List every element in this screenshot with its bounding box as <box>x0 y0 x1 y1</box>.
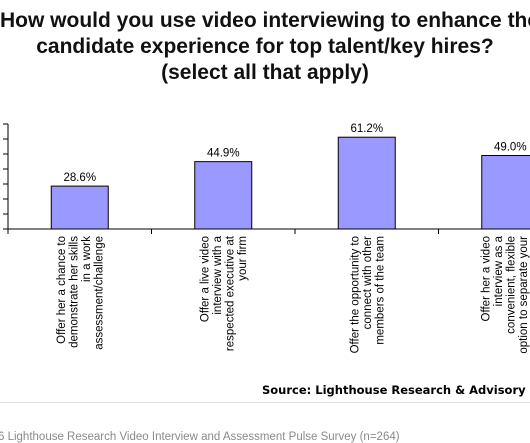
bar <box>194 161 253 230</box>
category-label: option to separate your <box>518 236 530 354</box>
category-label: interview as a <box>493 235 505 306</box>
chart-title-line: (select all that apply) <box>161 61 369 84</box>
category-label: convenient, flexible <box>505 236 517 334</box>
category-label: Offer her a chance to <box>56 236 68 344</box>
chart-title-line: candidate experience for top talent/key … <box>36 35 494 58</box>
category-label: respected executive at <box>225 235 237 351</box>
bar <box>337 136 396 230</box>
category-label: Offer her a video <box>480 236 492 321</box>
category-label: your firm <box>237 236 249 281</box>
footer-caption: 6 Lighthouse Research Video Interview an… <box>0 431 400 443</box>
data-label: 28.6% <box>63 172 96 184</box>
bar <box>50 185 109 230</box>
category-label: in a work <box>81 236 93 282</box>
bar-chart: 28.6% Offer her a chance to demonstrate he… <box>3 123 530 354</box>
category-label: interview with a <box>212 235 224 314</box>
footer: 6 Lighthouse Research Video Interview an… <box>0 402 530 443</box>
category-label: demonstrate her skills <box>69 236 81 348</box>
category-label: Offer a live video <box>200 236 212 322</box>
bar <box>481 155 530 230</box>
chart-card: How would you use video interviewing to … <box>0 8 530 397</box>
category-label: members of the team <box>374 236 386 345</box>
data-label: 49.0% <box>494 142 527 154</box>
category-label: Offer the opportunity to <box>349 236 361 353</box>
data-label: 61.2% <box>350 123 383 135</box>
chart-title-line: How would you use video interviewing to … <box>0 9 530 32</box>
category-label: connect with other <box>362 236 374 330</box>
source-line: Source: Lighthouse Research & Advisory (… <box>262 383 530 397</box>
chart-title: How would you use video interviewing to … <box>0 8 530 86</box>
data-label: 44.9% <box>207 148 240 160</box>
category-label: assessment/challenge <box>94 236 106 350</box>
